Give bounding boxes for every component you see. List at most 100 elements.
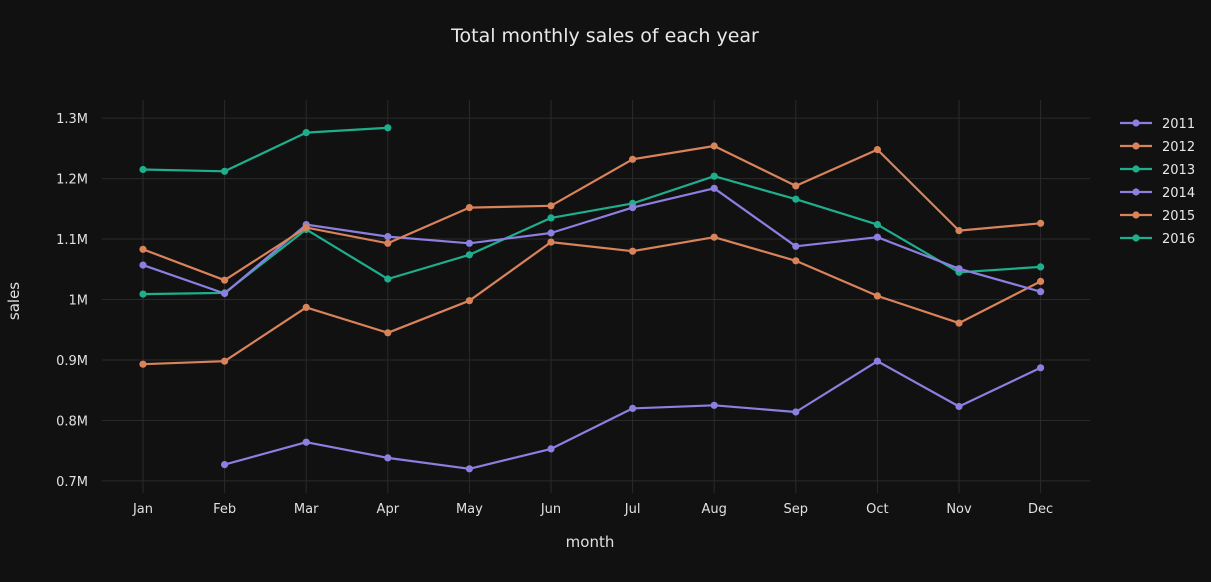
data-point[interactable] (873, 146, 882, 154)
y-tick-label: 1.1M (56, 233, 88, 248)
series-2012 (139, 233, 1045, 368)
series-line (142, 175, 1041, 296)
data-point[interactable] (139, 245, 147, 253)
legend-marker (1132, 165, 1140, 173)
legend-item-2015[interactable]: 2015 (1120, 209, 1195, 224)
data-point[interactable] (302, 224, 310, 232)
data-point[interactable] (710, 184, 718, 192)
data-point[interactable] (384, 124, 392, 132)
y-axis-title: sales (5, 282, 23, 320)
x-tick-label: Jan (132, 502, 153, 517)
x-tick-label: Feb (213, 502, 236, 517)
data-point[interactable] (873, 233, 882, 241)
data-point[interactable] (1037, 263, 1045, 271)
x-tick-label: May (456, 502, 483, 517)
data-point[interactable] (873, 292, 882, 300)
x-tick-label: Dec (1028, 502, 1053, 517)
legend-item-2014[interactable]: 2014 (1120, 186, 1195, 201)
legend: 2011 2012 2013 2014 2015 2016 (1120, 117, 1195, 247)
series-2014 (139, 184, 1045, 298)
data-point[interactable] (710, 233, 718, 241)
data-point[interactable] (955, 319, 963, 327)
data-point[interactable] (547, 229, 555, 237)
x-tick-label: Mar (294, 502, 319, 517)
data-point[interactable] (384, 329, 392, 337)
data-point[interactable] (139, 261, 147, 269)
x-tick-label: Nov (946, 502, 972, 517)
series-2011 (221, 357, 1045, 473)
legend-label: 2014 (1162, 186, 1195, 201)
data-point[interactable] (384, 233, 392, 241)
chart-title: Total monthly sales of each year (450, 25, 759, 47)
legend-item-2012[interactable]: 2012 (1120, 140, 1195, 155)
data-point[interactable] (302, 129, 310, 137)
data-point[interactable] (955, 265, 963, 273)
y-tick-label: 1.2M (56, 173, 88, 188)
data-point[interactable] (1037, 288, 1045, 296)
data-point[interactable] (955, 227, 963, 235)
data-point[interactable] (792, 195, 800, 203)
y-tick-label: 1.3M (56, 112, 88, 127)
data-point[interactable] (384, 275, 392, 283)
data-point[interactable] (221, 276, 229, 284)
legend-item-2011[interactable]: 2011 (1120, 117, 1195, 132)
data-point[interactable] (302, 438, 310, 446)
series-layer (139, 124, 1045, 473)
data-point[interactable] (792, 242, 800, 250)
data-point[interactable] (221, 357, 229, 365)
x-tick-label: Jul (624, 502, 641, 517)
data-point[interactable] (547, 202, 555, 210)
data-point[interactable] (710, 401, 718, 409)
series-line (142, 126, 388, 173)
data-point[interactable] (873, 357, 882, 365)
data-point[interactable] (465, 251, 473, 259)
legend-item-2016[interactable]: 2016 (1120, 232, 1195, 247)
x-axis-title: month (566, 533, 615, 551)
legend-label: 2012 (1162, 140, 1195, 155)
data-point[interactable] (792, 257, 800, 265)
legend-item-2013[interactable]: 2013 (1120, 163, 1195, 178)
data-point[interactable] (629, 404, 637, 412)
data-point[interactable] (792, 408, 800, 416)
data-point[interactable] (873, 221, 882, 229)
x-tick-label: Sep (784, 502, 809, 517)
data-point[interactable] (139, 165, 147, 174)
legend-marker (1132, 188, 1140, 196)
data-point[interactable] (465, 465, 473, 473)
axis-layer: Jan Feb Mar Apr May Jun Jul Aug Sep Oct Nov Dec 0.7M… (56, 112, 1053, 517)
data-point[interactable] (629, 204, 637, 212)
data-point[interactable] (710, 172, 718, 180)
series-line (142, 144, 1041, 282)
data-point[interactable] (710, 142, 718, 150)
data-point[interactable] (1037, 219, 1045, 227)
data-point[interactable] (221, 461, 229, 469)
data-point[interactable] (629, 155, 637, 163)
data-point[interactable] (139, 290, 147, 298)
data-point[interactable] (1037, 277, 1045, 285)
data-point[interactable] (955, 402, 963, 411)
data-point[interactable] (465, 297, 473, 305)
data-point[interactable] (629, 247, 637, 255)
legend-label: 2015 (1162, 209, 1195, 224)
data-point[interactable] (221, 289, 229, 298)
data-point[interactable] (547, 238, 555, 246)
data-point[interactable] (465, 239, 473, 247)
data-point[interactable] (465, 204, 473, 212)
grid-layer (102, 100, 1090, 493)
data-point[interactable] (384, 239, 392, 247)
data-point[interactable] (221, 167, 229, 175)
data-point[interactable] (792, 182, 800, 190)
data-point[interactable] (1037, 364, 1045, 372)
data-point[interactable] (139, 360, 147, 368)
data-point[interactable] (547, 445, 555, 453)
series-2015 (139, 142, 1045, 284)
x-tick-label: Oct (866, 502, 888, 517)
data-point[interactable] (302, 303, 310, 311)
data-point[interactable] (547, 214, 555, 222)
legend-marker (1132, 142, 1140, 150)
legend-label: 2013 (1162, 163, 1195, 178)
y-tick-label: 0.7M (56, 475, 88, 490)
data-point[interactable] (384, 454, 392, 462)
